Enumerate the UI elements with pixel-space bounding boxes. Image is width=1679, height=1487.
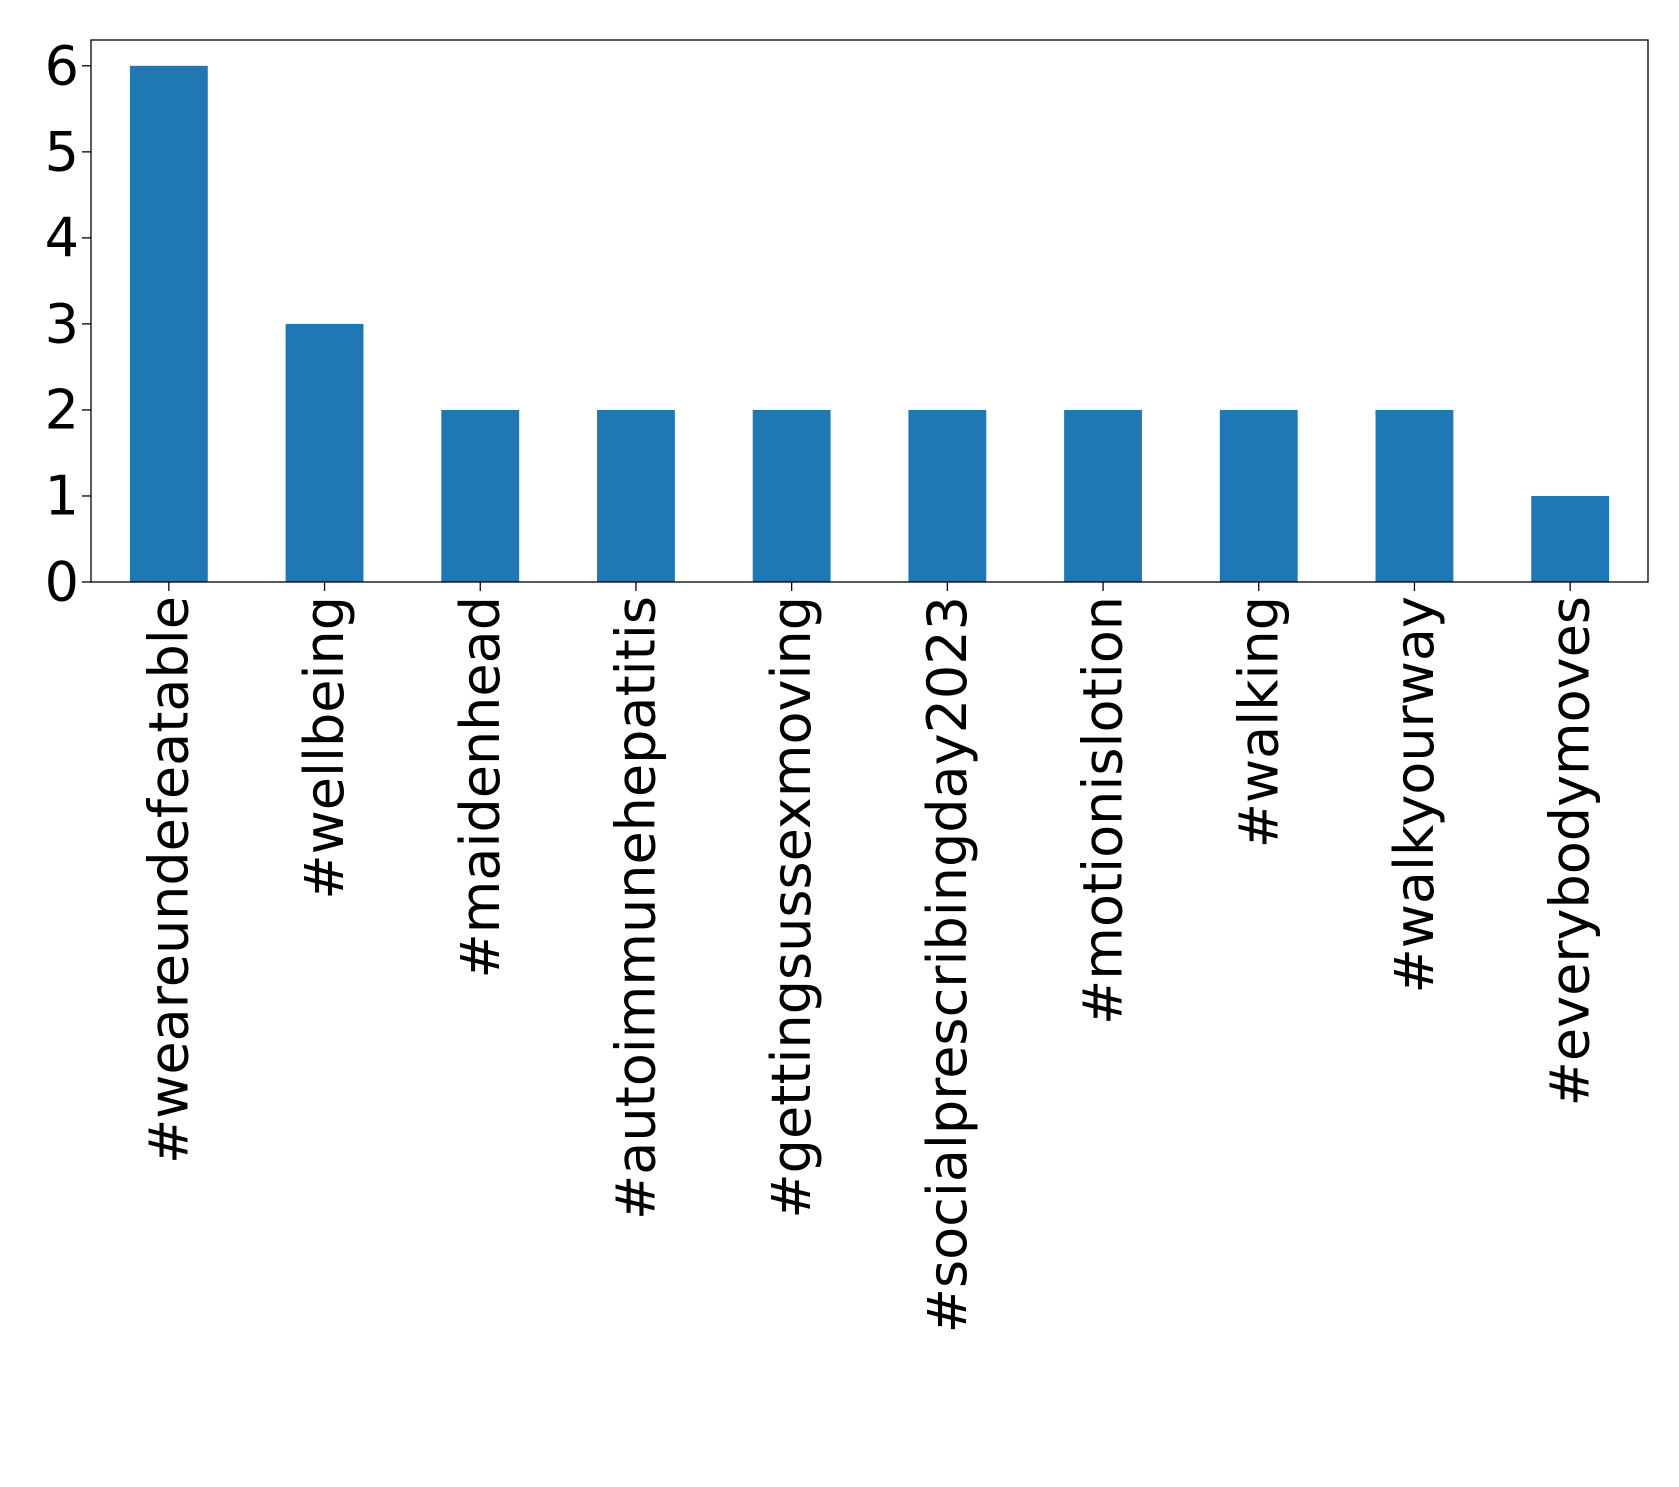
x-tick-label-wellbeing: #wellbeing [293, 596, 356, 900]
x-tick-label-walking: #walking [1227, 596, 1290, 848]
x-tick-label-everybodymoves: #everybodymoves [1539, 596, 1602, 1106]
x-tick-label-walkyourway: #walkyourway [1383, 596, 1446, 994]
bar-gettingsussexmoving [752, 409, 831, 582]
bar-motionislotion [1064, 409, 1142, 582]
bar-everybodymoves [1531, 495, 1610, 582]
y-axis: 0 1 2 3 4 5 6 [45, 34, 91, 614]
bar-walkyourway [1375, 409, 1454, 582]
bars-layer [129, 65, 1610, 583]
y-tick-label: 0 [45, 551, 79, 614]
y-tick-label: 4 [45, 206, 79, 269]
bar-maidenhead [441, 409, 520, 582]
x-tick-label-weareundefeatable: #weareundefeatable [137, 596, 200, 1164]
x-tick-label-socialprescribingday2023: #socialprescribingday2023 [916, 596, 979, 1333]
bar-wellbeing [285, 323, 364, 582]
x-tick-label-autoimmunehepatitis: #autoimmunehepatitis [604, 596, 667, 1220]
x-tick-label-gettingsussexmoving: #gettingsussexmoving [760, 596, 823, 1219]
y-tick-label: 6 [45, 34, 79, 97]
bar-socialprescribingday2023 [908, 409, 987, 582]
bar-weareundefeatable [129, 65, 208, 583]
x-tick-label-maidenhead: #maidenhead [449, 596, 512, 978]
y-tick-label: 2 [45, 378, 79, 441]
x-axis: #weareundefeatable #wellbeing #maidenhead #… [137, 582, 1602, 1333]
bar-walking [1219, 409, 1298, 582]
y-tick-label: 1 [45, 464, 79, 527]
x-tick-label-motionislotion: #motionislotion [1072, 596, 1135, 1025]
y-tick-label: 3 [45, 292, 79, 355]
plot-area-frame [90, 39, 1649, 583]
y-tick-label: 5 [45, 120, 79, 183]
bar-autoimmunehepatitis [597, 409, 675, 582]
